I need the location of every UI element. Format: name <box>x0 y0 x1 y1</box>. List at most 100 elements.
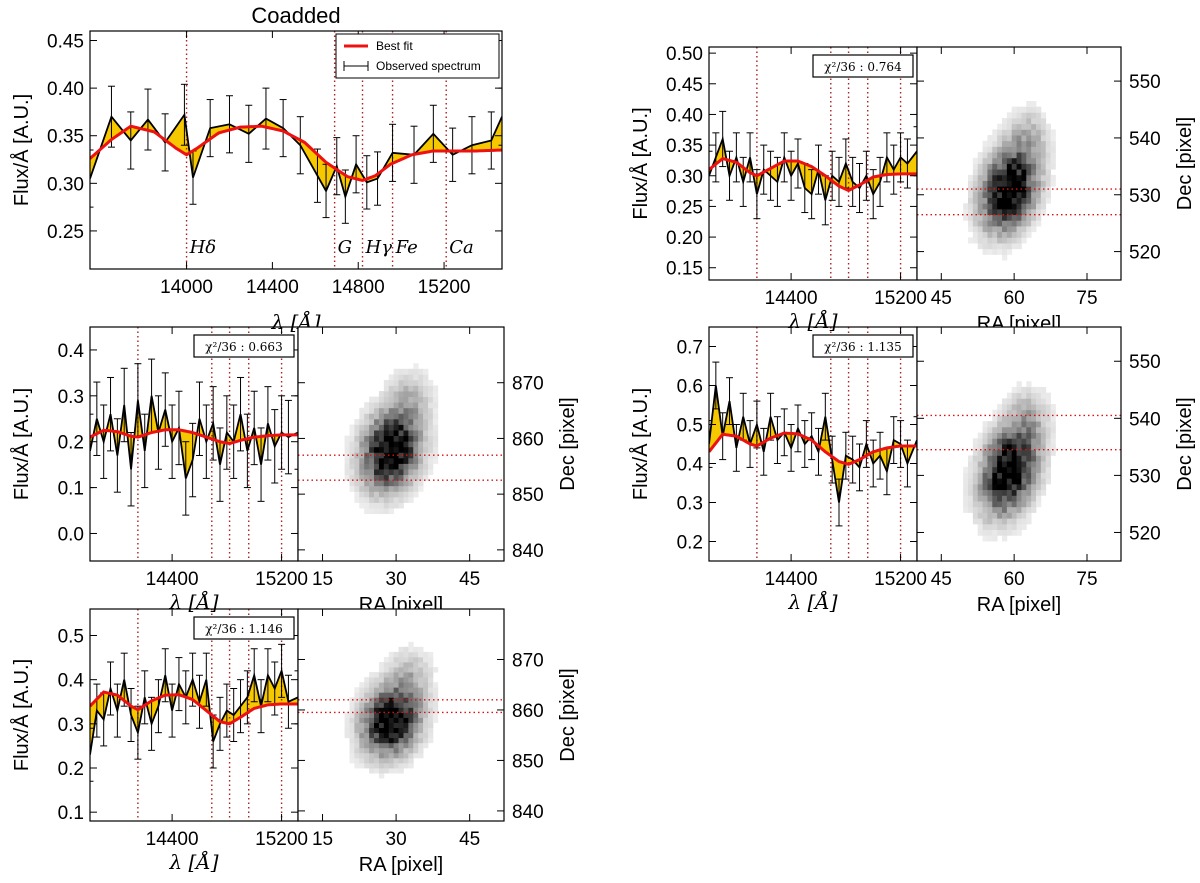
image-pixel <box>427 712 434 718</box>
image-pixel <box>1026 478 1032 485</box>
image-pixel <box>383 413 390 420</box>
image-pixel <box>982 226 988 233</box>
image-pixel <box>413 463 419 470</box>
image-pixel <box>369 672 375 678</box>
image-pixel <box>1040 123 1047 130</box>
image-pixel <box>1006 398 1013 405</box>
image-pixel <box>393 491 399 498</box>
image-pixel <box>398 474 404 481</box>
image-pixel <box>403 732 409 739</box>
image-pixel <box>369 441 375 448</box>
image-pixel <box>359 480 365 487</box>
image-pixel <box>1011 174 1017 181</box>
image-pixel <box>1026 152 1032 159</box>
image-pixel <box>1045 438 1051 445</box>
image-pixel <box>1036 214 1042 221</box>
image-pixel <box>378 737 385 744</box>
image-pixel <box>1011 118 1017 125</box>
image-pixel <box>1026 180 1032 187</box>
image-pixel <box>408 402 414 409</box>
image-pixel <box>359 742 365 749</box>
image-pixel <box>1006 501 1013 508</box>
image-pixel <box>1021 214 1027 221</box>
image-pixel <box>413 368 419 375</box>
image-pixel <box>403 446 409 453</box>
image-pixel <box>982 466 988 473</box>
image-pixel <box>393 485 399 492</box>
observed-spectrum-line <box>90 667 298 755</box>
image-pixel <box>1045 478 1051 485</box>
image-pixel <box>1026 226 1032 233</box>
image-pixel <box>1006 466 1013 473</box>
legend-fit-label: Best fit <box>376 39 413 53</box>
image-pixel <box>369 396 375 403</box>
error-bar <box>90 727 94 782</box>
image-pixel <box>1011 483 1017 491</box>
image-pixel <box>1021 472 1027 479</box>
image-pixel <box>997 152 1003 159</box>
image-pixel <box>369 737 375 744</box>
image-pixel <box>359 407 365 414</box>
image-pixel <box>982 220 988 227</box>
image-pixel <box>369 508 375 515</box>
image-pixel <box>378 457 385 464</box>
image-pixel <box>403 677 409 683</box>
image-pixel <box>388 747 395 754</box>
image-pixel <box>349 702 355 708</box>
image-pixel <box>374 672 380 678</box>
image-pixel <box>1006 163 1013 170</box>
image-pixel <box>413 737 419 744</box>
image-pixel <box>1045 146 1051 153</box>
image-pixel <box>364 757 370 764</box>
chi2-box <box>193 334 295 358</box>
image-pixel <box>374 396 380 403</box>
image-pixel <box>427 656 434 663</box>
image-pixel <box>369 712 375 718</box>
image-pixel <box>388 379 395 386</box>
image-pixel <box>987 180 993 187</box>
image-pixel <box>388 662 395 668</box>
image-pixel <box>992 220 998 227</box>
image-pixel <box>383 396 390 403</box>
image-pixel <box>987 174 993 181</box>
image-pixel <box>1016 140 1022 147</box>
image-pixel <box>423 418 429 425</box>
image-pixel <box>1002 409 1008 416</box>
image-pixel <box>423 407 429 414</box>
image-pixel <box>427 737 434 744</box>
image-pixel <box>1045 169 1051 176</box>
image-pixel <box>378 697 385 703</box>
image-pixel <box>1036 180 1042 187</box>
image-pixel <box>427 717 434 723</box>
image-pixel <box>1016 157 1022 164</box>
y-tick-label: 0.35 <box>47 127 84 148</box>
image-area <box>917 47 1121 280</box>
image-pixel <box>963 501 969 508</box>
image-pixel <box>1011 146 1017 153</box>
image-pixel <box>378 752 385 759</box>
image-pixel <box>982 535 988 542</box>
image-pixel <box>1026 398 1032 405</box>
image-pixel <box>403 424 409 431</box>
image-pixel <box>408 474 414 481</box>
image-pixel <box>1016 495 1022 502</box>
image-pixel <box>378 762 385 769</box>
image-pixel <box>408 391 414 398</box>
image-pixel <box>349 752 355 759</box>
image-pixel <box>968 220 974 227</box>
image-pixel <box>383 491 390 498</box>
plot-area <box>90 31 502 269</box>
image-pixel <box>383 732 390 739</box>
image-pixel <box>982 140 988 147</box>
image-pixel <box>403 752 409 759</box>
image-pixel <box>408 672 414 678</box>
image-pixel <box>1006 495 1013 502</box>
image-pixel <box>972 214 979 221</box>
image-pixel <box>398 656 404 663</box>
image-pixel <box>364 687 370 693</box>
image-pixel <box>1045 392 1051 399</box>
image-pixel <box>383 402 390 409</box>
image-pixel <box>1040 478 1047 485</box>
image-pixel <box>413 391 419 398</box>
image-pixel <box>369 413 375 420</box>
